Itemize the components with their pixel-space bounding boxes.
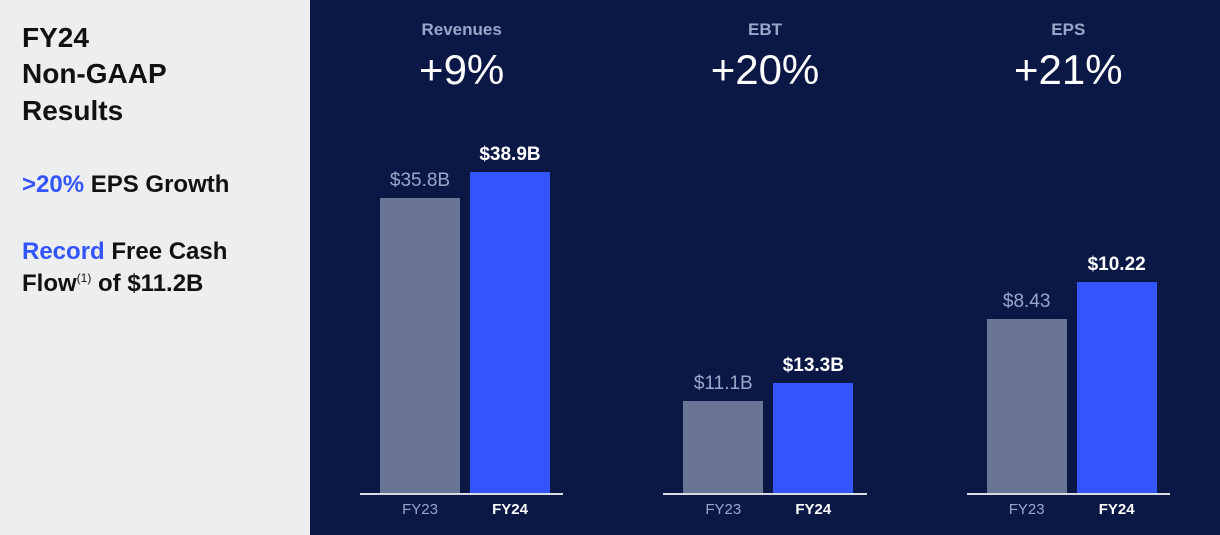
axis-label-fy23: FY23 [683,501,763,518]
chart-ebt: EBT +20% $11.1B $13.3B FY23 FY24 [613,0,916,535]
chart-revenues: Revenues +9% $35.8B $38.9B FY23 FY24 [310,0,613,535]
bars-area: $35.8B $38.9B [310,165,613,495]
axis-labels: FY23 FY24 [310,501,613,525]
bar-fill [683,401,763,493]
title-line1: FY24 [22,22,89,53]
eps-growth-text: EPS Growth [84,171,229,198]
axis-label-fy24: FY24 [1077,501,1157,518]
axis-labels: FY23 FY24 [917,501,1220,525]
bar-fy23: $8.43 [987,319,1067,493]
eps-growth-highlight: >20% EPS Growth [22,169,288,200]
fcf-footnote-ref: (1) [77,271,92,285]
bar-value-label: $8.43 [979,291,1075,313]
bar-fy23: $11.1B [683,401,763,493]
axis-baseline [663,493,866,495]
bar-value-label: $10.22 [1069,254,1165,276]
fcf-record-text: Record [22,238,105,265]
axis-labels: FY23 FY24 [613,501,916,525]
axis-baseline [360,493,563,495]
bar-fy24: $10.22 [1077,282,1157,493]
bar-fy24: $38.9B [470,172,550,493]
bar-fill [773,383,853,493]
bars-area: $8.43 $10.22 [917,165,1220,495]
bar-value-label: $38.9B [462,144,558,166]
fcf-amount-text: of $11.2B [91,270,203,297]
bar-fill [1077,282,1157,493]
charts-panel: Revenues +9% $35.8B $38.9B FY23 FY24 EBT [310,0,1220,535]
axis-label-fy24: FY24 [773,501,853,518]
fcf-highlight: Record Free Cash Flow(1) of $11.2B [22,236,288,298]
chart-growth: +20% [623,46,906,94]
chart-growth: +9% [320,46,603,94]
axis-label-fy23: FY23 [380,501,460,518]
bar-fill [987,319,1067,493]
left-panel: FY24 Non-GAAP Results >20% EPS Growth Re… [0,0,310,535]
bar-fy23: $35.8B [380,198,460,493]
axis-label-fy23: FY23 [987,501,1067,518]
slide-title: FY24 Non-GAAP Results [22,20,288,129]
bar-value-label: $35.8B [372,170,468,192]
bar-fill [380,198,460,493]
bar-fy24: $13.3B [773,383,853,493]
chart-eps: EPS +21% $8.43 $10.22 FY23 FY24 [917,0,1220,535]
chart-label: Revenues [320,20,603,40]
bar-value-label: $11.1B [675,373,771,395]
bars-area: $11.1B $13.3B [613,165,916,495]
eps-growth-percent: >20% [22,171,84,198]
bar-fill [470,172,550,493]
title-line3: Results [22,95,123,126]
title-line2: Non-GAAP [22,58,167,89]
axis-baseline [967,493,1170,495]
chart-label: EBT [623,20,906,40]
chart-growth: +21% [927,46,1210,94]
axis-label-fy24: FY24 [470,501,550,518]
slide-root: FY24 Non-GAAP Results >20% EPS Growth Re… [0,0,1220,535]
chart-label: EPS [927,20,1210,40]
bar-value-label: $13.3B [765,355,861,377]
